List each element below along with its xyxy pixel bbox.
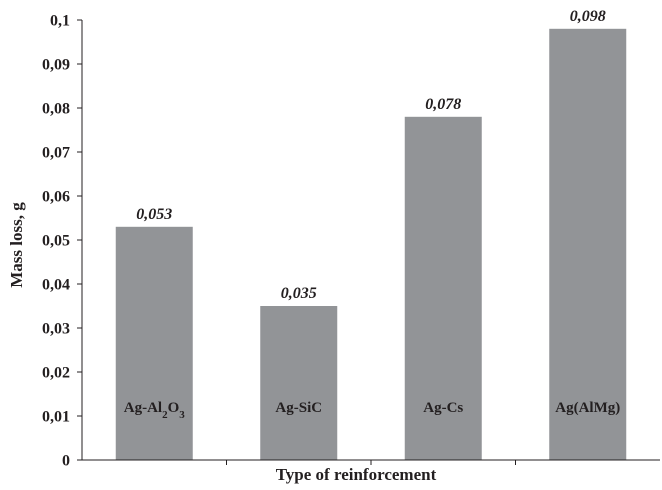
data-label: 0,035	[281, 285, 317, 302]
y-axis-title: Mass loss, g	[7, 202, 26, 288]
y-tick-label: 0,03	[42, 321, 70, 338]
data-label: 0,053	[136, 206, 172, 223]
bars	[115, 28, 627, 461]
y-axis-ticks: 0 0,01 0,02 0,03 0,04 0,05 0,06 0,07 0,08 0,09 0,1	[42, 13, 82, 470]
axes	[81, 20, 660, 465]
y-tick-label: 0,07	[42, 145, 70, 162]
bar	[115, 226, 193, 460]
bar	[260, 306, 338, 460]
y-tick-label: 0,08	[42, 101, 70, 118]
value-labels: 0,053 0,035 0,078 0,098	[136, 8, 606, 302]
y-tick-label: 0,05	[42, 233, 70, 250]
y-tick-label: 0,06	[42, 189, 70, 206]
category-label: Ag(AlMg)	[555, 400, 620, 416]
category-label: Ag-SiC	[275, 400, 322, 416]
data-label: 0,078	[425, 96, 461, 113]
category-labels: Ag-Al2O3 Ag-SiC Ag-Cs Ag(AlMg)	[124, 400, 620, 421]
y-tick-label: 0	[62, 453, 70, 470]
data-label: 0,098	[570, 8, 606, 25]
y-tick-label: 0,04	[42, 277, 70, 294]
y-tick-label: 0,09	[42, 57, 70, 74]
y-tick-label: 0,1	[50, 13, 70, 30]
category-label: Ag-Cs	[423, 400, 463, 416]
bar	[549, 28, 627, 461]
bar	[404, 116, 482, 461]
category-label: Ag-Al2O3	[124, 400, 186, 421]
x-axis-title: Type of reinforcement	[276, 465, 437, 484]
y-tick-label: 0,01	[42, 409, 70, 426]
y-tick-label: 0,02	[42, 365, 70, 382]
